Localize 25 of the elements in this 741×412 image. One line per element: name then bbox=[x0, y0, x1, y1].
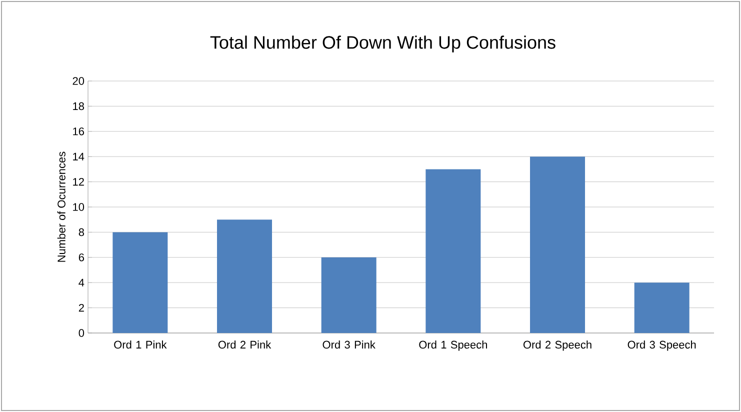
bar bbox=[634, 282, 690, 333]
y-tick-label: 16 bbox=[73, 127, 84, 136]
y-tick-label: 0 bbox=[78, 329, 84, 337]
y-tick-label: 18 bbox=[73, 102, 84, 110]
y-axis-title: Number of Ocurrences bbox=[57, 152, 66, 262]
bar bbox=[112, 232, 168, 333]
y-tick-label: 2 bbox=[78, 304, 84, 312]
bar bbox=[530, 156, 586, 333]
x-tick-label: Ord 1 Pink bbox=[114, 340, 167, 349]
x-tick-label: Ord 3 Pink bbox=[322, 340, 376, 349]
y-tick-label: 6 bbox=[78, 253, 84, 262]
y-tick-label: 8 bbox=[78, 228, 84, 236]
bar bbox=[321, 257, 376, 333]
y-tick-label: 4 bbox=[78, 278, 84, 286]
x-tick-label: Ord 2 Pink bbox=[218, 340, 272, 349]
chart-title: Total Number Of Down With Up Confusions bbox=[210, 36, 556, 52]
x-tick-label: Ord 2 Speech bbox=[523, 340, 592, 351]
y-tick-label: 14 bbox=[73, 152, 84, 160]
y-tick-label: 20 bbox=[72, 77, 84, 85]
y-tick-label: 10 bbox=[73, 203, 84, 211]
bar bbox=[426, 169, 481, 333]
y-tick-label: 12 bbox=[73, 178, 84, 186]
x-tick-label: Ord 3 Speech bbox=[628, 340, 696, 351]
bar bbox=[217, 220, 272, 333]
x-tick-label: Ord 1 Speech bbox=[419, 340, 487, 351]
